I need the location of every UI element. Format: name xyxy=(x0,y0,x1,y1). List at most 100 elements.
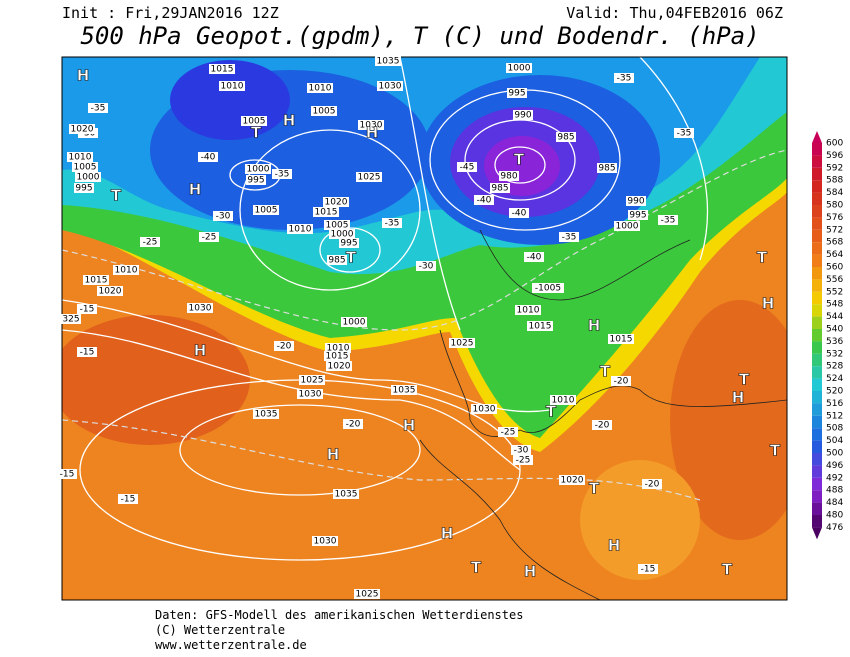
contour-label: -20 xyxy=(595,421,610,431)
label-box xyxy=(611,376,631,386)
contour-label: 1020 xyxy=(99,287,122,297)
label-box xyxy=(140,237,160,247)
label-box xyxy=(312,536,338,546)
label-box xyxy=(287,224,313,234)
contour-label: 1025 xyxy=(451,339,474,349)
contour-label: 1015 xyxy=(85,276,108,286)
label-box xyxy=(97,286,123,296)
label-box xyxy=(457,162,477,172)
contour-label: 1010 xyxy=(289,225,312,235)
pressure-center: H xyxy=(189,181,202,199)
label-box xyxy=(532,283,564,293)
contour-label: -40 xyxy=(477,196,492,206)
contour-label: 1035 xyxy=(377,57,400,67)
contour-label: 1005 xyxy=(74,163,97,173)
contour-label: 1035 xyxy=(335,490,358,500)
colorbar-label: 576 xyxy=(826,213,843,223)
pressure-center: H xyxy=(608,537,621,555)
colorbar-label: 572 xyxy=(826,225,843,235)
colorbar-cell xyxy=(812,304,822,317)
colorbar-label: 560 xyxy=(826,263,843,273)
label-box xyxy=(198,152,218,162)
label-box xyxy=(241,116,267,126)
contour-label: -35 xyxy=(677,129,692,139)
label-box xyxy=(343,419,363,429)
colorbar-cell xyxy=(812,217,822,230)
pressure-center: T xyxy=(111,187,122,205)
contour-label: -25 xyxy=(202,233,217,243)
map-frame xyxy=(61,56,788,601)
label-box xyxy=(506,63,532,73)
warm-area xyxy=(62,315,250,445)
colorbar-top-arrow xyxy=(812,131,822,143)
label-box xyxy=(513,455,533,465)
label-box xyxy=(642,479,662,489)
label-box xyxy=(77,347,97,357)
colorbar-cell xyxy=(812,180,822,193)
contour-label: -35 xyxy=(385,219,400,229)
contour-label: 985 xyxy=(328,256,345,266)
label-box xyxy=(329,229,355,239)
colorbar-cell xyxy=(812,291,822,305)
label-box xyxy=(67,152,93,162)
pressure-center: T xyxy=(251,124,262,142)
contour-label: 1000 xyxy=(247,165,270,175)
colorbar-label: 516 xyxy=(826,399,843,409)
contour-label: -40 xyxy=(512,209,527,219)
label-box xyxy=(323,197,349,207)
contour-label: 1035 xyxy=(393,386,416,396)
pressure-center: H xyxy=(403,417,416,435)
contour-label: 995 xyxy=(508,89,525,99)
contour-label: -25 xyxy=(143,238,158,248)
colorbar-label: 596 xyxy=(826,151,843,161)
contour-label: -40 xyxy=(201,153,216,163)
label-box xyxy=(556,132,576,142)
colorbar-label: 504 xyxy=(826,436,843,446)
pressure-center: T xyxy=(770,442,781,460)
label-box xyxy=(513,110,533,120)
label-box xyxy=(471,404,497,414)
contour-label: 1035 xyxy=(255,410,278,420)
contour-label: 1005 xyxy=(243,117,266,127)
contour-label: -1005 xyxy=(535,284,561,294)
label-box xyxy=(113,265,139,275)
colorbar-label: 592 xyxy=(826,163,843,173)
colorbar-label: 496 xyxy=(826,461,843,471)
colorbar-cell xyxy=(812,428,822,441)
label-box xyxy=(597,163,617,173)
colorbar-label: 492 xyxy=(826,473,843,483)
colorbar-cell xyxy=(812,167,822,181)
contour-label: 1005 xyxy=(326,221,349,231)
contour-label: -25 xyxy=(516,456,531,466)
colorbar-cell xyxy=(812,415,822,429)
colorbar-label: 500 xyxy=(826,449,843,459)
map xyxy=(62,57,787,600)
label-box xyxy=(311,106,337,116)
label-box xyxy=(509,208,529,218)
colorbar-cell xyxy=(812,155,822,168)
label-box xyxy=(507,88,527,98)
label-box xyxy=(674,128,694,138)
label-box xyxy=(219,81,245,91)
contour-label: 1030 xyxy=(189,304,212,314)
contour-label: -40 xyxy=(527,253,542,263)
label-box xyxy=(626,196,646,206)
colorbar-cell xyxy=(812,515,822,528)
label-box xyxy=(69,124,95,134)
label-box xyxy=(72,162,98,172)
pressure-center: T xyxy=(757,249,768,267)
contour-label: 1015 xyxy=(315,208,338,218)
colorbar-label: 552 xyxy=(826,287,843,297)
label-box xyxy=(245,164,271,174)
contour-label: -15 xyxy=(641,565,656,575)
label-box xyxy=(77,304,97,314)
contour-label: 1030 xyxy=(379,82,402,92)
warm-area xyxy=(580,460,700,580)
label-box xyxy=(391,385,417,395)
label-box xyxy=(638,564,658,574)
contour-label: 995 xyxy=(629,211,646,221)
colorbar-label: 556 xyxy=(826,275,843,285)
colorbar-cell xyxy=(812,329,822,342)
colorbar-label: 484 xyxy=(826,498,843,508)
init-time: Init : Fri,29JAN2016 12Z xyxy=(62,4,279,22)
